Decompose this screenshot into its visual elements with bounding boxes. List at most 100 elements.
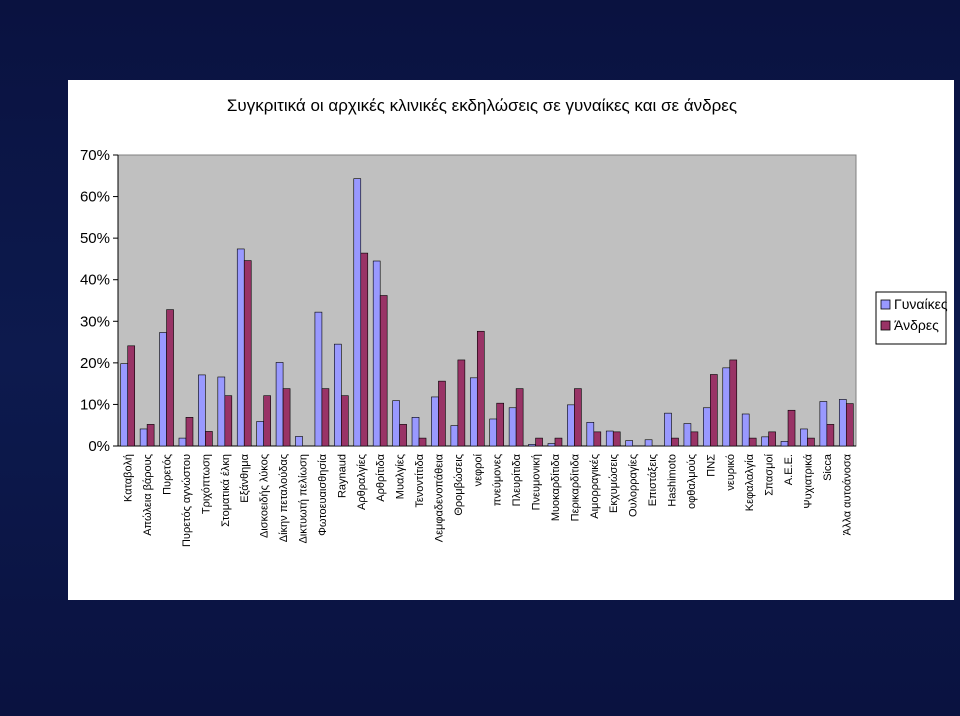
x-tick-label: Εξάνθημα (239, 453, 251, 502)
bar-women (703, 407, 711, 447)
bar-men (127, 345, 136, 447)
y-tick-label: 20% (80, 355, 110, 372)
bar-women (159, 332, 167, 447)
x-tick-label: Πυρετός αγνώστου (181, 454, 193, 547)
bar-men (748, 437, 757, 447)
x-tick-label: Άλλα αυτοάνοσα (841, 453, 853, 535)
bar-men (341, 395, 349, 447)
x-tick-label: Λεμφαδενοπάθεια (433, 453, 445, 542)
bar-women (314, 311, 323, 447)
legend-label-women: Γυναίκες (894, 296, 948, 312)
chart-panel: Συγκριτικά οι αρχικές κλινικές εκδηλώσει… (68, 80, 954, 600)
x-tick-label: ΠΝΣ (705, 454, 717, 477)
x-tick-label: Sicca (822, 453, 834, 481)
bar-women (295, 436, 303, 447)
bar-women (450, 425, 459, 447)
bar-men (399, 424, 407, 447)
bar-women (431, 396, 439, 447)
legend: Γυναίκες Άνδρες (875, 291, 948, 345)
bar-men (146, 424, 155, 447)
bar-men (496, 402, 505, 447)
bar-women (838, 399, 847, 447)
bar-women (256, 421, 264, 447)
bar-women (683, 423, 692, 447)
x-tick-label: πνεύμονες (492, 454, 504, 506)
bar-women (547, 443, 556, 447)
chart: Συγκριτικά οι αρχικές κλινικές εκδηλώσει… (80, 96, 948, 547)
bar-women (800, 428, 808, 447)
bar-men (243, 260, 252, 447)
bar-women (120, 363, 129, 447)
x-tick-label: οφθαλμούς (686, 454, 698, 509)
x-tick-label: Δισκοειδής λύκος (259, 454, 271, 538)
bar-men (826, 424, 835, 447)
x-tick-label: Hashimoto (667, 454, 679, 507)
bar-men (787, 409, 796, 447)
bar-women (198, 374, 206, 447)
x-tick-label: Περικαρδίτιδα (569, 453, 581, 521)
x-tick-label: Φωτοευαισθησία (317, 453, 329, 535)
bar-men (166, 309, 174, 447)
x-tick-label: Απώλεια βάρους (142, 454, 154, 536)
bar-men (554, 437, 563, 447)
bar-men (282, 388, 291, 447)
bar-men (671, 437, 679, 447)
legend-label-men: Άνδρες (894, 317, 939, 333)
x-tick-label: Δικτυωτή πελίωση (298, 454, 310, 544)
bar-women (236, 248, 245, 447)
bar-women (644, 439, 653, 447)
x-tick-label: Πυρετός (162, 454, 174, 495)
bar-men (574, 388, 582, 447)
x-tick-label: Αρθραλγίες (356, 454, 368, 510)
bar-women (275, 362, 284, 447)
bar-women (761, 436, 769, 447)
x-tick-label: Αρθρίτιδα (375, 453, 387, 501)
bar-men (515, 388, 524, 447)
bar-women (567, 404, 575, 447)
bar-men (710, 374, 718, 447)
bar-women (489, 418, 498, 447)
bar-men (845, 403, 854, 447)
legend-swatch-men (880, 320, 891, 331)
bar-men (379, 295, 388, 447)
bar-women (372, 260, 381, 447)
bar-women (353, 178, 362, 447)
x-tick-label: Αιμορραγικές (589, 454, 601, 519)
bar-men (476, 330, 485, 447)
x-tick-label: Εκχυμώσεις (608, 454, 620, 513)
bar-men (263, 395, 271, 447)
bar-men (205, 431, 213, 447)
bar-women (722, 367, 731, 447)
y-tick-label: 10% (80, 396, 110, 413)
bar-women (178, 437, 187, 447)
bar-men (807, 437, 815, 447)
bar-women (664, 412, 672, 447)
bar-men (593, 431, 602, 447)
bar-men (768, 431, 776, 447)
y-tick-label: 0% (88, 438, 110, 455)
x-tick-label: Raynaud (336, 454, 348, 498)
x-tick-label: Μυοκαρδίτιδα (550, 453, 562, 521)
x-tick-label: Καταβολή (123, 454, 135, 502)
x-tick-label: Επιστάξεις (647, 454, 659, 506)
y-tick-label: 40% (80, 272, 110, 289)
bar-women (334, 343, 342, 447)
bar-men (321, 388, 330, 447)
bar-men (360, 252, 369, 447)
bar-women (586, 422, 595, 447)
bar-women (605, 430, 614, 447)
bar-women (819, 401, 828, 447)
bar-men (438, 380, 446, 447)
bar-men (224, 395, 233, 447)
x-tick-label: Α.Ε.Ε. (783, 454, 795, 485)
x-tick-label: Θρομβώσεις (453, 454, 465, 516)
x-tick-label: Δίκην πεταλούδας (278, 454, 290, 542)
bar-men (418, 437, 427, 447)
x-tick-label: Τριχόπτωση (200, 454, 212, 514)
bar-women (392, 400, 400, 447)
x-tick-label: Ουλορραγίες (628, 454, 640, 517)
y-tick-label: 70% (80, 147, 110, 164)
y-tick-label: 30% (80, 313, 110, 330)
bar-women (741, 413, 750, 447)
